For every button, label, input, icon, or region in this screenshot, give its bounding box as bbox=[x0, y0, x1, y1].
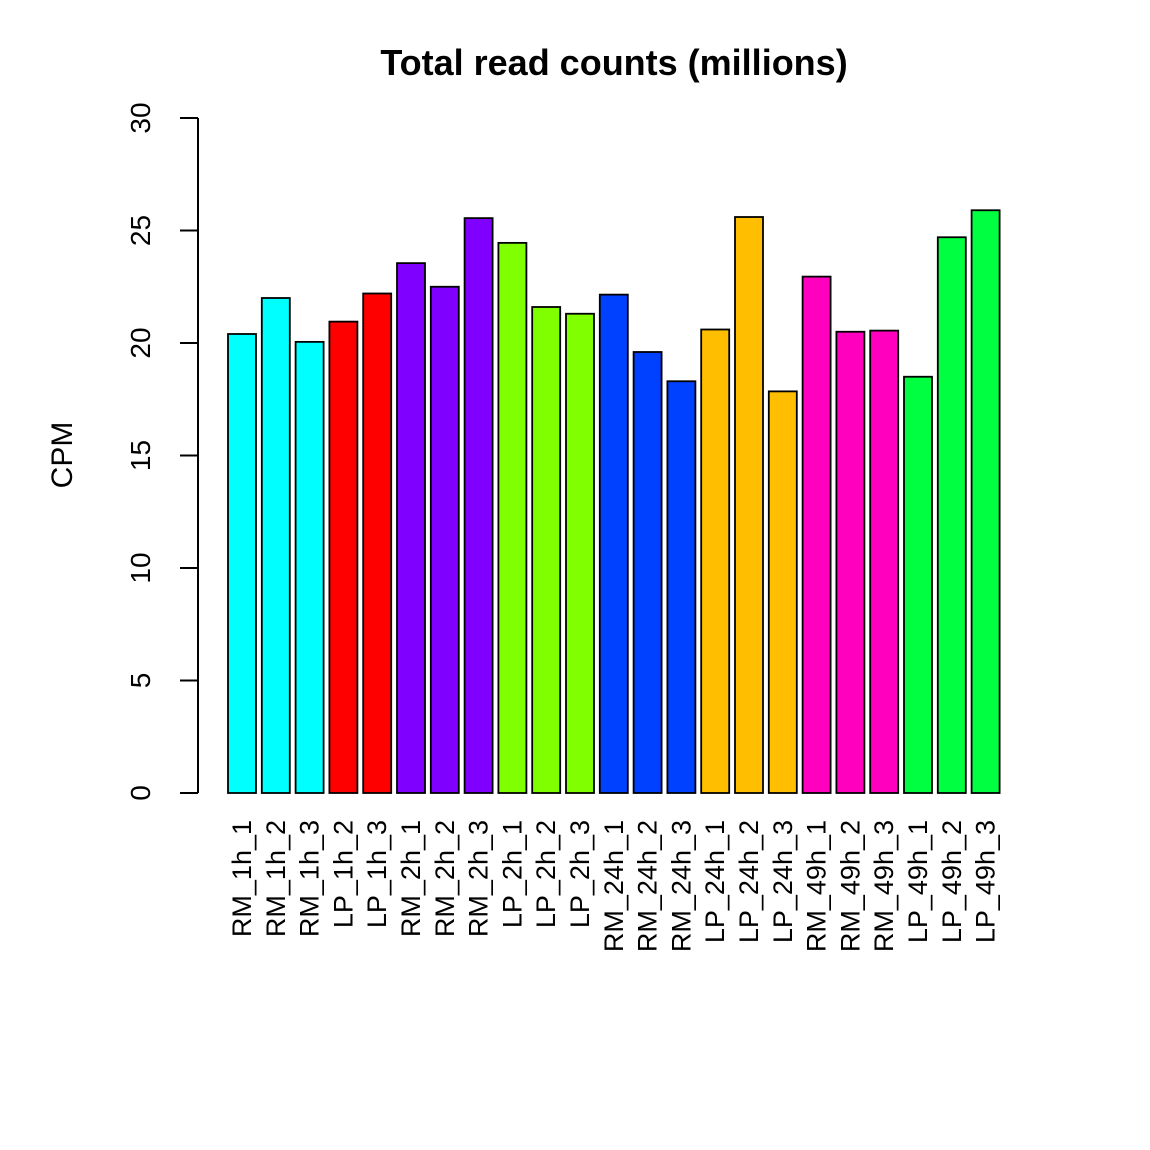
category-label: LP_49h_3 bbox=[971, 820, 1001, 943]
bar bbox=[632, 351, 663, 794]
category-label: LP_2h_3 bbox=[565, 820, 595, 928]
category-label: LP_24h_3 bbox=[768, 820, 798, 943]
bar bbox=[869, 329, 900, 794]
bar bbox=[936, 236, 967, 794]
category-label: LP_2h_1 bbox=[497, 820, 527, 928]
y-tick-label: 20 bbox=[125, 327, 156, 358]
bars bbox=[227, 209, 1001, 794]
category-label: RM_24h_2 bbox=[633, 820, 663, 952]
category-label: LP_24h_2 bbox=[734, 820, 764, 943]
category-label: RM_1h_1 bbox=[227, 820, 257, 937]
bar bbox=[463, 217, 494, 794]
bar bbox=[903, 375, 933, 794]
bar bbox=[767, 390, 798, 794]
bar bbox=[734, 216, 764, 794]
bar bbox=[598, 293, 629, 794]
y-axis: 0 5 10 15 20 25 30 bbox=[125, 102, 199, 801]
y-tick-label: 0 bbox=[125, 785, 156, 801]
bar bbox=[565, 312, 595, 794]
chart-title: Total read counts (millions) bbox=[380, 42, 847, 83]
category-label: LP_49h_1 bbox=[903, 820, 933, 943]
category-label: RM_24h_1 bbox=[599, 820, 629, 952]
bar bbox=[666, 380, 697, 794]
category-label: RM_1h_2 bbox=[261, 820, 291, 937]
category-label: LP_24h_1 bbox=[700, 820, 730, 943]
x-axis-category-labels: RM_1h_1 RM_1h_2 RM_1h_3 LP_1h_2 LP_1h_3 RM_2h… bbox=[227, 820, 1001, 952]
bar bbox=[497, 241, 528, 794]
bar bbox=[801, 275, 832, 794]
y-tick-label: 5 bbox=[125, 673, 156, 689]
category-label: RM_2h_3 bbox=[464, 820, 494, 937]
category-label: RM_49h_2 bbox=[835, 820, 865, 952]
y-tick-label: 10 bbox=[125, 552, 156, 583]
category-label: LP_2h_2 bbox=[531, 820, 561, 928]
category-label: RM_2h_1 bbox=[396, 820, 426, 937]
bar bbox=[700, 328, 731, 794]
category-label: LP_49h_2 bbox=[937, 820, 967, 943]
category-label: RM_49h_1 bbox=[802, 820, 832, 952]
y-tick-label: 25 bbox=[125, 215, 156, 246]
category-label: RM_49h_3 bbox=[869, 820, 899, 952]
category-label: RM_24h_3 bbox=[666, 820, 696, 952]
bar bbox=[227, 333, 257, 794]
bar bbox=[429, 285, 460, 794]
bar bbox=[396, 262, 426, 794]
y-axis-label: CPM bbox=[46, 422, 79, 489]
bar bbox=[328, 320, 359, 794]
category-label: LP_1h_3 bbox=[362, 820, 392, 928]
bar bbox=[362, 292, 393, 794]
y-tick-label: 15 bbox=[125, 440, 156, 471]
bar bbox=[835, 330, 866, 794]
bar bbox=[970, 209, 1001, 794]
y-tick-label: 30 bbox=[125, 102, 156, 133]
category-label: RM_2h_2 bbox=[430, 820, 460, 937]
category-label: RM_1h_3 bbox=[295, 820, 325, 937]
bar bbox=[260, 297, 291, 794]
category-label: LP_1h_2 bbox=[328, 820, 358, 928]
bar bbox=[531, 306, 562, 794]
bar bbox=[294, 340, 325, 794]
